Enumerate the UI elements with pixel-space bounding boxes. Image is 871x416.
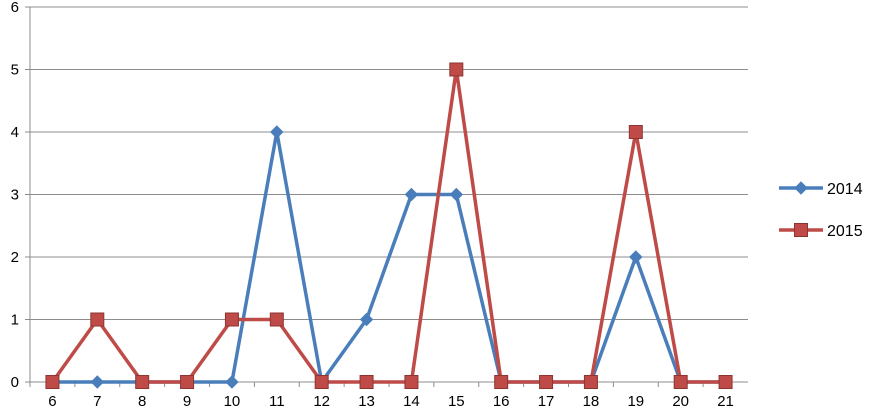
data-point-square (794, 223, 808, 237)
data-point-diamond (270, 125, 284, 139)
legend-label: 2015 (827, 223, 863, 240)
data-point-square (180, 375, 195, 389)
data-point-square (539, 375, 554, 389)
y-tick-label: 6 (11, 0, 19, 16)
axes (25, 6, 748, 387)
x-tick-label: 11 (269, 393, 285, 410)
data-point-square (449, 62, 464, 77)
data-point-square (494, 375, 509, 389)
data-point-square (673, 375, 688, 389)
series-line-2015 (51, 67, 726, 384)
data-point-diamond (225, 375, 239, 389)
data-point-square (718, 375, 733, 389)
x-tick-label: 10 (224, 393, 241, 410)
data-point-diamond (794, 181, 808, 195)
x-tick-label: 19 (627, 393, 644, 410)
legend-item-2015: 2015 (779, 223, 863, 240)
x-tick-label: 20 (672, 393, 689, 410)
data-point-square (404, 375, 419, 389)
data-point-diamond (449, 187, 464, 202)
x-tick-label: 18 (583, 393, 600, 410)
gridlines (30, 6, 748, 320)
legend-item-2014: 2014 (779, 181, 863, 198)
y-tick-label: 5 (11, 62, 19, 79)
y-tick-label: 3 (11, 187, 19, 204)
data-point-diamond (629, 250, 643, 264)
data-point-square (269, 312, 284, 327)
data-point-diamond (90, 375, 105, 389)
x-tick-label: 9 (183, 393, 191, 410)
x-tick-label: 6 (48, 393, 56, 410)
x-tick-label: 13 (358, 393, 375, 410)
y-tick-label: 0 (11, 374, 19, 391)
x-tick-label: 15 (448, 393, 465, 410)
legend-label: 2014 (827, 181, 863, 198)
data-point-square (583, 375, 598, 389)
y-tick-label: 1 (11, 312, 19, 329)
x-tick-label: 12 (313, 393, 330, 410)
x-tick-label: 17 (538, 393, 555, 410)
data-point-square (135, 375, 150, 389)
x-tick-label: 14 (403, 393, 420, 410)
x-tick-label: 8 (138, 393, 146, 410)
x-tick-label: 21 (717, 393, 734, 410)
data-point-square (359, 375, 374, 389)
data-point-diamond (404, 187, 419, 202)
data-point-diamond (359, 312, 374, 327)
legend: 2014 2015 (779, 181, 863, 240)
data-point-square (314, 375, 329, 389)
y-tick-label: 2 (11, 249, 19, 266)
y-tick-label: 4 (11, 124, 19, 141)
data-point-square (90, 312, 105, 327)
series-2015 (45, 62, 733, 389)
data-point-square (45, 375, 60, 389)
x-axis-tick-labels: 6 7 8 9 10 11 12 13 14 15 16 17 18 19 20 21 (48, 393, 734, 410)
data-point-square (224, 312, 239, 327)
series-lines (45, 62, 733, 389)
x-tick-label: 7 (93, 393, 101, 410)
x-tick-label: 16 (493, 393, 510, 410)
data-point-square (628, 125, 643, 139)
y-axis-tick-labels: 0 1 2 3 4 5 6 (11, 0, 19, 391)
